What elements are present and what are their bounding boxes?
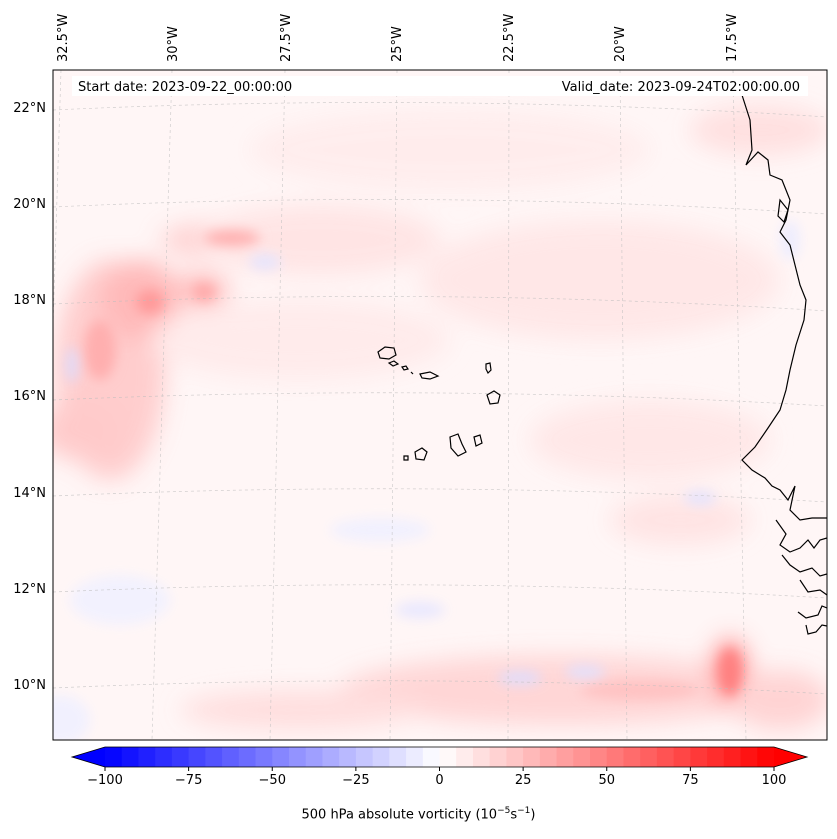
colorbar-tick-label: −50: [259, 773, 286, 788]
colorbar-tick-label: 100: [762, 773, 787, 788]
vorticity-field: [53, 70, 827, 740]
colorbar-block: [673, 747, 691, 767]
colorbar-tick-label: 50: [598, 773, 615, 788]
coastline: [741, 94, 827, 635]
colorbar-block: [623, 747, 641, 767]
colorbar-label-mid: s: [510, 807, 518, 823]
colorbar-tick-label: 25: [515, 773, 532, 788]
colorbar-label-main: 500 hPa absolute vorticity (10: [301, 807, 498, 823]
colorbar-block: [238, 747, 257, 767]
colorbar-tick-label: −25: [342, 773, 369, 788]
colorbar-block: [355, 747, 374, 767]
longitude-labels: 32.5°W 30°W 27.5°W 25°W 22.5°W 20°W 17.5…: [56, 14, 740, 62]
colorbar-label-exp2: −1: [517, 806, 531, 816]
colorbar-block: [288, 747, 307, 767]
colorbar-block: [105, 747, 123, 767]
colorbar-ticks: −100 −75 −50 −25 0 25 50 75 100: [87, 767, 786, 788]
lon-label-22-5w: 22.5°W: [502, 14, 517, 62]
start-date-text: Start date: 2023-09-22_00:00:00: [78, 80, 292, 95]
colorbar-tick-label: 0: [435, 773, 443, 788]
lat-label-22n: 22°N: [13, 101, 46, 116]
colorbar-block: [188, 747, 206, 767]
colorbar-block: [272, 747, 290, 767]
lon-label-30w: 30°W: [166, 26, 181, 62]
lon-label-17-5w: 17.5°W: [725, 14, 740, 62]
colorbar-block: [138, 747, 156, 767]
colorbar-tick-label: 75: [682, 773, 699, 788]
colorbar-block: [539, 747, 558, 767]
colorbar-block: [422, 747, 440, 767]
colorbar-blocks: [105, 747, 775, 767]
colorbar-block: [205, 747, 223, 767]
lon-label-25w: 25°W: [390, 26, 405, 62]
colorbar-block: [339, 747, 357, 767]
lon-label-32-5w: 32.5°W: [56, 14, 71, 62]
colorbar-block: [590, 747, 608, 767]
colorbar-block: [556, 747, 574, 767]
lat-label-10n: 10°N: [13, 678, 46, 693]
colorbar-block: [456, 747, 474, 767]
colorbar-block: [171, 747, 190, 767]
latitude-labels: 22°N 20°N 18°N 16°N 14°N 12°N 10°N: [13, 101, 46, 693]
colorbar-block: [322, 747, 340, 767]
colorbar-block: [155, 747, 173, 767]
lon-label-20w: 20°W: [613, 26, 628, 62]
colorbar-label-exp1: −5: [497, 806, 511, 816]
lat-label-12n: 12°N: [13, 582, 46, 597]
colorbar-block: [523, 747, 541, 767]
colorbar-tick-label: −100: [87, 773, 123, 788]
colorbar-block: [439, 747, 457, 767]
colorbar-block: [640, 747, 658, 767]
colorbar-block: [406, 747, 424, 767]
colorbar-block: [506, 747, 524, 767]
colorbar-block: [656, 747, 675, 767]
colorbar-tick-label: −75: [175, 773, 202, 788]
lat-label-16n: 16°N: [13, 389, 46, 404]
colorbar-block: [372, 747, 390, 767]
colorbar-block: [222, 747, 240, 767]
header-strip: [72, 76, 808, 96]
colorbar: −100 −75 −50 −25 0 25 50 75 100: [70, 746, 809, 788]
lat-label-20n: 20°N: [13, 197, 46, 212]
colorbar-block: [606, 747, 624, 767]
colorbar-block: [472, 747, 491, 767]
colorbar-block: [389, 747, 407, 767]
colorbar-block: [757, 747, 775, 767]
graticule: [53, 70, 827, 740]
lat-label-14n: 14°N: [13, 486, 46, 501]
valid-date-text: Valid_date: 2023-09-24T02:00:00.00: [562, 80, 800, 95]
colorbar-block: [740, 747, 758, 767]
colorbar-block: [573, 747, 591, 767]
colorbar-label: 500 hPa absolute vorticity (10−5s−1): [0, 806, 837, 822]
colorbar-block: [305, 747, 323, 767]
cape-verde-islands: [377, 346, 501, 461]
lat-label-18n: 18°N: [13, 293, 46, 308]
colorbar-block: [723, 747, 742, 767]
colorbar-label-end: ): [530, 807, 536, 823]
colorbar-block: [707, 747, 725, 767]
colorbar-max-arrow: [774, 747, 807, 767]
colorbar-block: [489, 747, 507, 767]
colorbar-min-arrow: [72, 747, 105, 767]
lon-label-27-5w: 27.5°W: [279, 14, 294, 62]
colorbar-block: [121, 747, 139, 767]
colorbar-block: [690, 747, 708, 767]
map-frame: [52, 69, 828, 741]
colorbar-block: [255, 747, 273, 767]
